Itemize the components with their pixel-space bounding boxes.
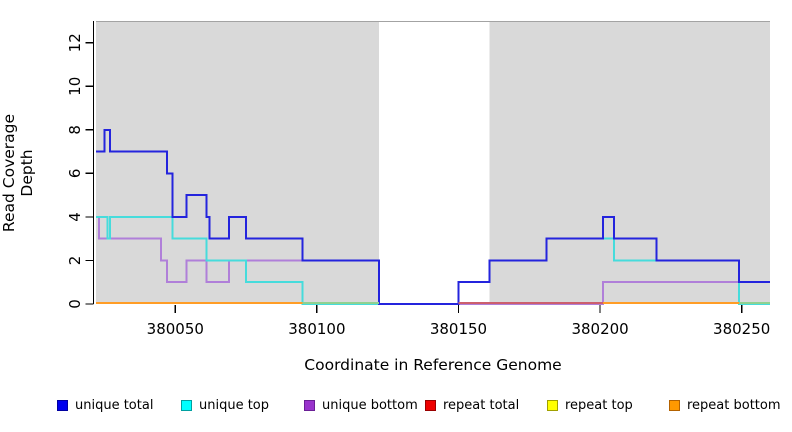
y-tick-label: 2 [66,256,84,266]
y-tick-label: 8 [66,125,84,135]
shaded-region [489,21,770,304]
y-tick-label: 12 [66,33,84,52]
series-unique-top [96,215,770,305]
x-tick-label: 380150 [430,320,487,338]
y-tick-label: 4 [66,212,84,222]
x-tick-label: 380250 [713,320,770,338]
x-axis-label: Coordinate in Reference Genome [304,356,562,374]
y-tick-label: 6 [66,169,84,179]
y-axis-label: Read Coverage Depth [0,113,36,233]
y-tick-label: 0 [66,299,84,309]
x-tick-label: 380200 [571,320,628,338]
series-unique-total [96,128,770,305]
y-tick-label: 10 [66,77,84,96]
shaded-region [96,21,380,304]
x-tick-label: 380050 [147,320,204,338]
x-tick-label: 380100 [288,320,345,338]
